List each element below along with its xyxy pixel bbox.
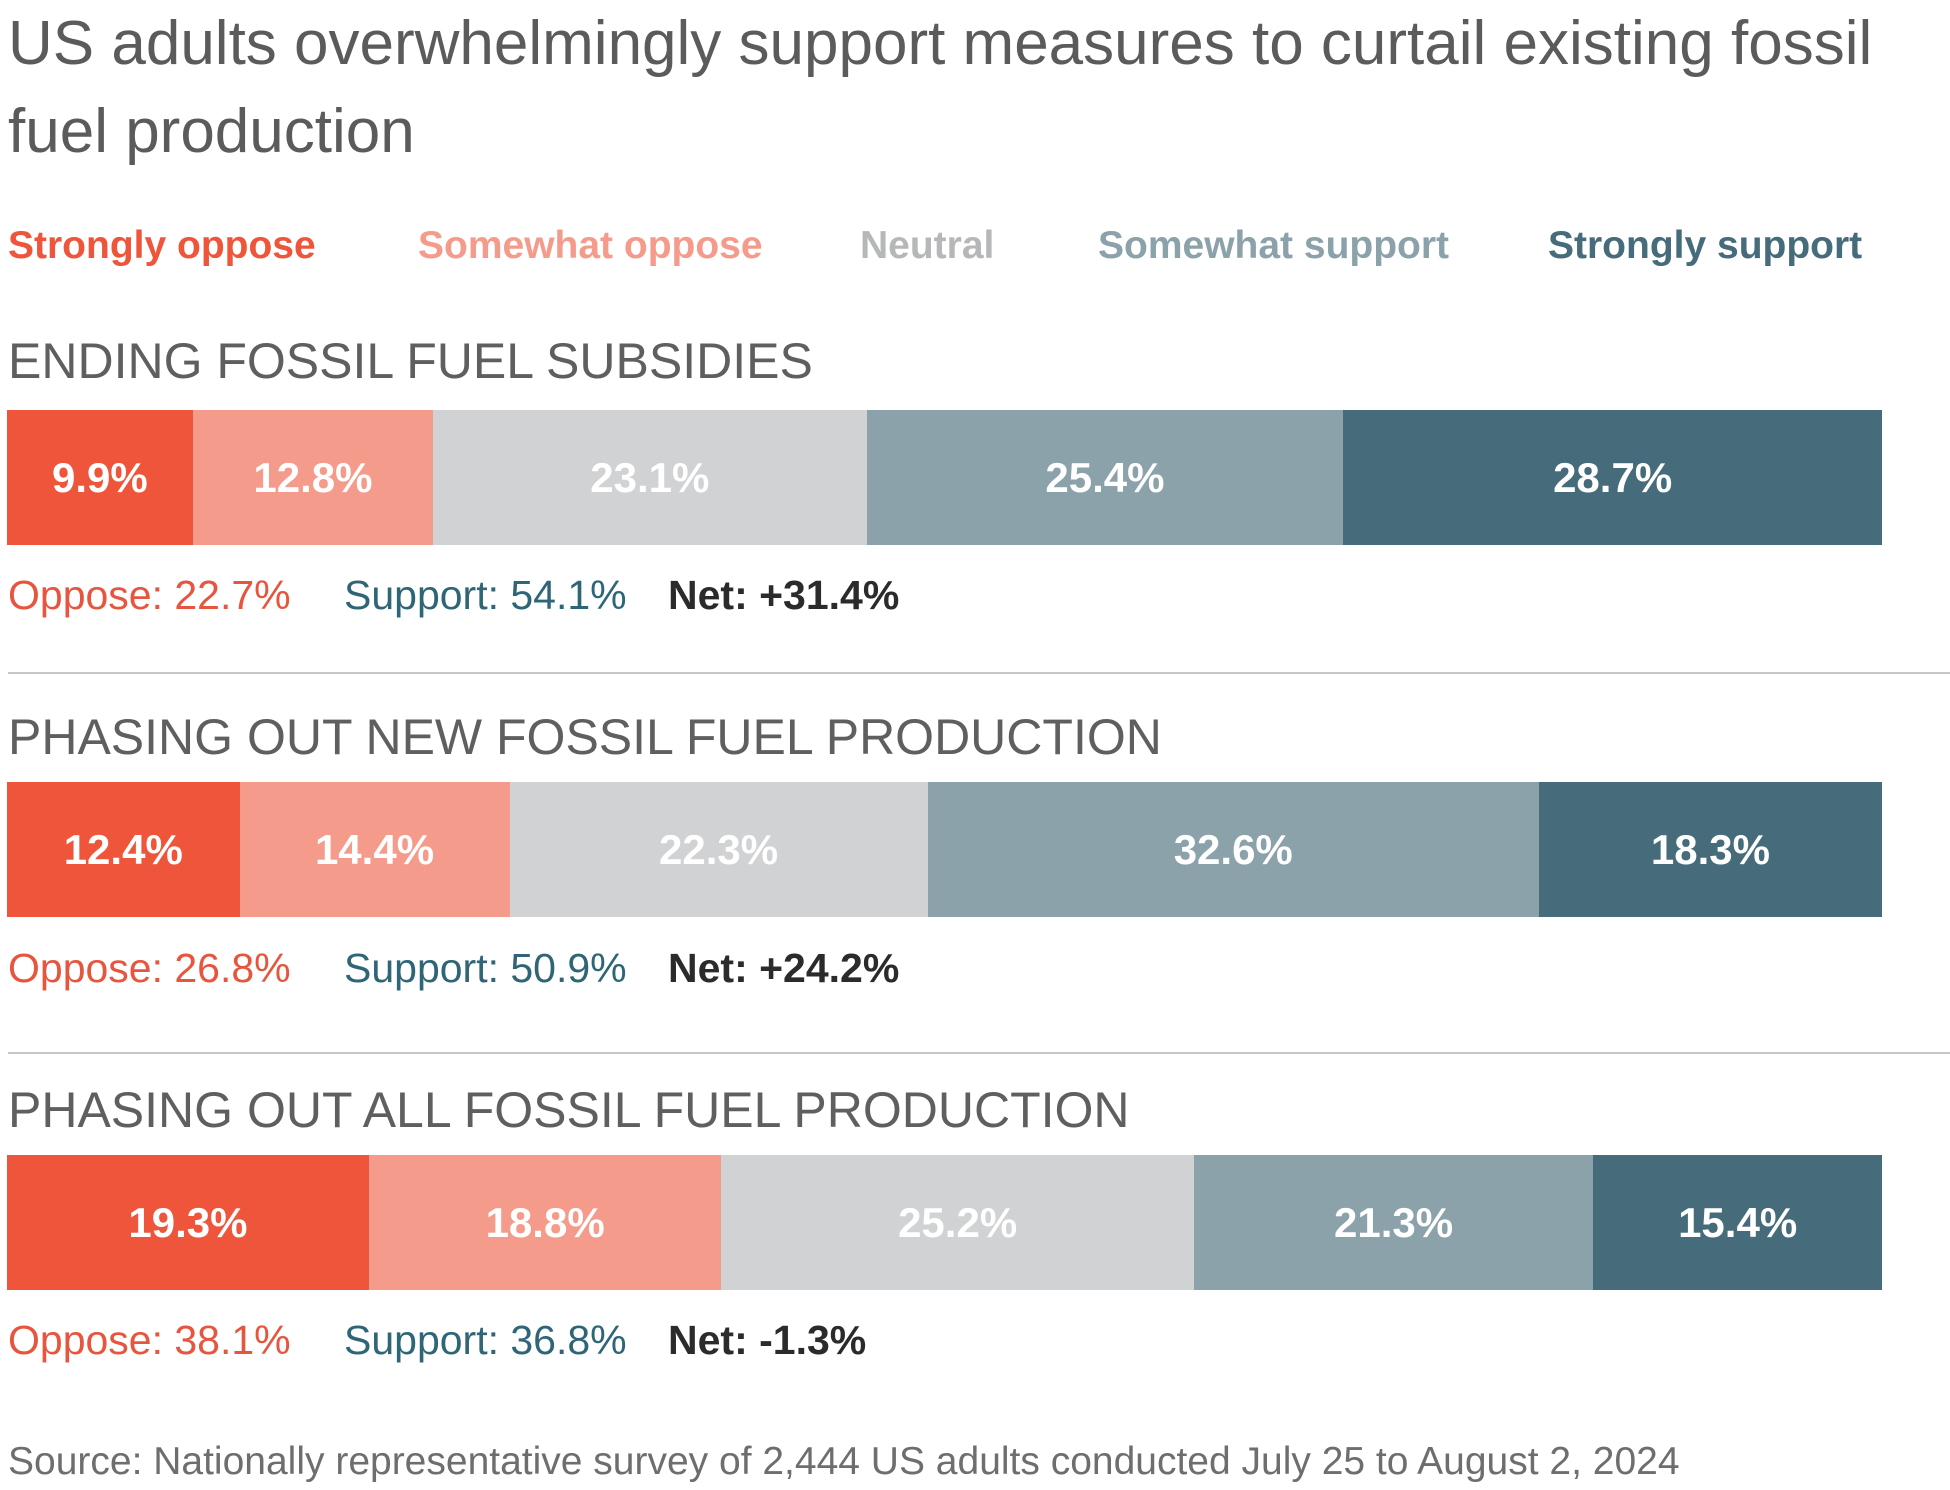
net-total: Net: -1.3% (668, 1317, 867, 1363)
bar-new-production: 12.4% 14.4% 22.3% 32.6% 18.3% (7, 782, 1882, 917)
segment-value-label: 32.6% (1173, 825, 1293, 873)
section-title-all-production: PHASING OUT ALL FOSSIL FUEL PRODUCTION (8, 1082, 1130, 1138)
section-divider (8, 672, 1950, 674)
summary-subsidies: Oppose: 22.7% Support: 54.1% Net: +31.4% (8, 567, 1208, 623)
segment-value-label: 22.3% (659, 825, 779, 873)
support-total: Support: 50.9% (344, 945, 627, 991)
segment-value-label: 12.8% (253, 453, 373, 501)
strongly-support-segment: 15.4% (1593, 1155, 1882, 1290)
bar-subsidies: 9.9% 12.8% 23.1% 25.4% 28.7% (7, 410, 1882, 545)
summary-new-production: Oppose: 26.8% Support: 50.9% Net: +24.2% (8, 940, 1208, 996)
chart-title: US adults overwhelmingly support measure… (8, 9, 1873, 166)
legend-strongly-support: Strongly support (1548, 224, 1863, 267)
somewhat-oppose-segment: 18.8% (368, 1155, 722, 1290)
somewhat-support-segment: 21.3% (1193, 1155, 1594, 1290)
source-note: Source: Nationally representative survey… (8, 1440, 1680, 1483)
segment-value-label: 15.4% (1678, 1198, 1798, 1246)
legend: Strongly oppose Somewhat oppose Neutral … (0, 218, 1950, 274)
support-total: Support: 36.8% (344, 1317, 627, 1363)
oppose-total: Oppose: 26.8% (8, 945, 291, 991)
segment-value-label: 25.2% (898, 1198, 1018, 1246)
legend-neutral: Neutral (860, 224, 995, 267)
summary-all-production: Oppose: 38.1% Support: 36.8% Net: -1.3% (8, 1312, 1208, 1368)
segment-value-label: 23.1% (590, 453, 710, 501)
segment-value-label: 28.7% (1553, 453, 1673, 501)
bar-all-production: 19.3% 18.8% 25.2% 21.3% 15.4% (7, 1155, 1882, 1290)
strongly-oppose-segment: 12.4% (7, 782, 240, 917)
legend-somewhat-support: Somewhat support (1098, 224, 1450, 267)
segment-value-label: 18.8% (485, 1198, 605, 1246)
support-total: Support: 54.1% (344, 572, 627, 618)
net-total: Net: +24.2% (668, 945, 900, 991)
section-divider (8, 1052, 1950, 1054)
segment-value-label: 21.3% (1334, 1198, 1454, 1246)
somewhat-support-segment: 25.4% (866, 410, 1344, 545)
segment-value-label: 9.9% (52, 453, 148, 501)
oppose-total: Oppose: 22.7% (8, 572, 291, 618)
somewhat-oppose-segment: 12.8% (192, 410, 434, 545)
strongly-support-segment: 18.3% (1538, 782, 1882, 917)
strongly-oppose-segment: 19.3% (7, 1155, 369, 1290)
segment-value-label: 18.3% (1650, 825, 1770, 873)
segment-value-label: 12.4% (63, 825, 183, 873)
segment-value-label: 25.4% (1045, 453, 1165, 501)
strongly-oppose-segment: 9.9% (7, 410, 193, 545)
oppose-total: Oppose: 38.1% (8, 1317, 291, 1363)
strongly-support-segment: 28.7% (1343, 410, 1882, 545)
section-title-new-production: PHASING OUT NEW FOSSIL FUEL PRODUCTION (8, 709, 1162, 765)
neutral-segment: 22.3% (509, 782, 928, 917)
segment-value-label: 14.4% (314, 825, 435, 873)
somewhat-oppose-segment: 14.4% (239, 782, 510, 917)
neutral-segment: 23.1% (433, 410, 867, 545)
segment-value-label: 19.3% (128, 1198, 248, 1246)
somewhat-support-segment: 32.6% (927, 782, 1539, 917)
legend-strongly-oppose: Strongly oppose (8, 224, 316, 267)
legend-somewhat-oppose: Somewhat oppose (418, 224, 763, 267)
neutral-segment: 25.2% (721, 1155, 1194, 1290)
net-total: Net: +31.4% (668, 572, 900, 618)
section-title-subsidies: ENDING FOSSIL FUEL SUBSIDIES (8, 333, 813, 389)
